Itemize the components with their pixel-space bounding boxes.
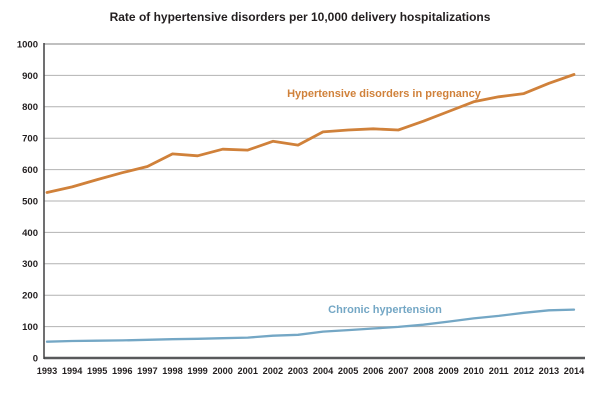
x-axis-tick-label: 2007 <box>388 366 408 376</box>
x-axis-tick-label: 2004 <box>313 366 334 376</box>
x-axis-tick-label: 2014 <box>564 366 585 376</box>
y-axis-tick-label: 1000 <box>17 39 38 50</box>
x-axis-tick-label: 1996 <box>112 366 132 376</box>
x-axis-tick-label: 1995 <box>87 366 107 376</box>
x-axis-tick-label: 2012 <box>514 366 534 376</box>
y-axis-tick-label: 700 <box>22 134 38 145</box>
x-axis-tick-label: 2000 <box>212 366 232 376</box>
x-axis-tick-label: 2013 <box>539 366 559 376</box>
series-label: Hypertensive disorders in pregnancy <box>287 88 482 100</box>
x-axis-tick-label: 2008 <box>413 366 433 376</box>
x-axis-tick-label: 1994 <box>62 366 83 376</box>
y-axis-tick-label: 300 <box>22 259 38 270</box>
series-label: Chronic hypertension <box>328 304 442 316</box>
y-axis-tick-label: 200 <box>22 291 38 302</box>
x-axis-tick-label: 1993 <box>37 366 57 376</box>
chart-title: Rate of hypertensive disorders per 10,00… <box>109 10 491 24</box>
x-axis-tick-label: 1998 <box>162 366 182 376</box>
y-axis-tick-label: 500 <box>22 196 38 207</box>
x-axis-tick-label: 2010 <box>463 366 483 376</box>
y-axis-tick-label: 800 <box>22 102 38 113</box>
y-axis-tick-label: 900 <box>22 71 38 82</box>
x-axis-tick-label: 2011 <box>489 366 509 376</box>
x-axis-tick-label: 2005 <box>338 366 358 376</box>
y-axis-tick-label: 400 <box>22 228 38 239</box>
y-axis-tick-label: 0 <box>33 353 38 364</box>
x-axis-tick-label: 2002 <box>263 366 283 376</box>
y-axis-tick-label: 100 <box>22 322 38 333</box>
y-axis-tick-label: 600 <box>22 165 38 176</box>
x-axis-tick-label: 2003 <box>288 366 308 376</box>
x-axis-tick-label: 2009 <box>438 366 458 376</box>
series-line <box>45 73 576 194</box>
x-axis-tick-label: 1997 <box>137 366 157 376</box>
x-axis-tick-label: 2001 <box>238 366 258 376</box>
series-line <box>45 308 576 343</box>
x-axis-tick-label: 1999 <box>187 366 207 376</box>
x-axis-tick-label: 2006 <box>363 366 383 376</box>
